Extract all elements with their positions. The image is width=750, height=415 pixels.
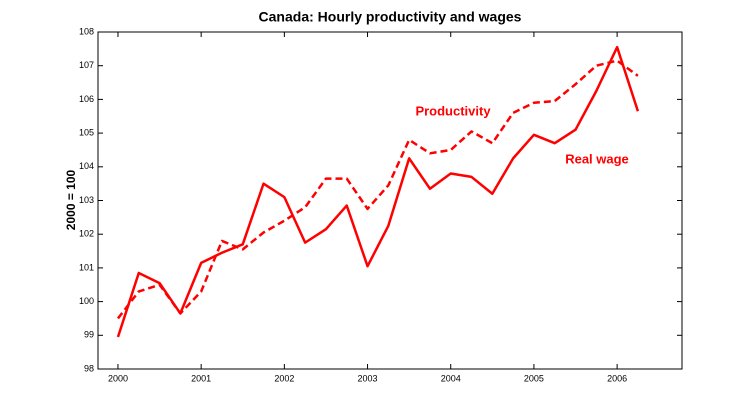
y-tick-label: 102	[79, 229, 94, 239]
series-label: Real wage	[565, 151, 629, 166]
y-tick-label: 105	[79, 127, 94, 137]
y-tick-label: 101	[79, 262, 94, 272]
series-line	[116, 45, 640, 338]
y-tick-label: 98	[84, 363, 94, 373]
y-tick-label: 103	[79, 195, 94, 205]
y-tick-label: 100	[79, 296, 94, 306]
series-label: Productivity	[415, 103, 491, 118]
chart-title: Canada: Hourly productivity and wages	[259, 9, 522, 25]
x-tick-label: 2002	[274, 373, 294, 383]
y-tick-label: 107	[79, 60, 94, 70]
x-tick-label: 2001	[191, 373, 211, 383]
y-tick-label: 99	[84, 330, 94, 340]
y-axis-label: 2000 = 100	[64, 169, 78, 230]
x-tick-label: 2006	[607, 373, 627, 383]
y-tick-label: 104	[79, 161, 94, 171]
y-tick-label: 106	[79, 94, 94, 104]
x-tick-label: 2004	[441, 373, 461, 383]
x-tick-label: 2000	[108, 373, 128, 383]
x-tick-label: 2005	[524, 373, 544, 383]
y-tick-label: 108	[79, 26, 94, 36]
x-tick-label: 2003	[358, 373, 378, 383]
